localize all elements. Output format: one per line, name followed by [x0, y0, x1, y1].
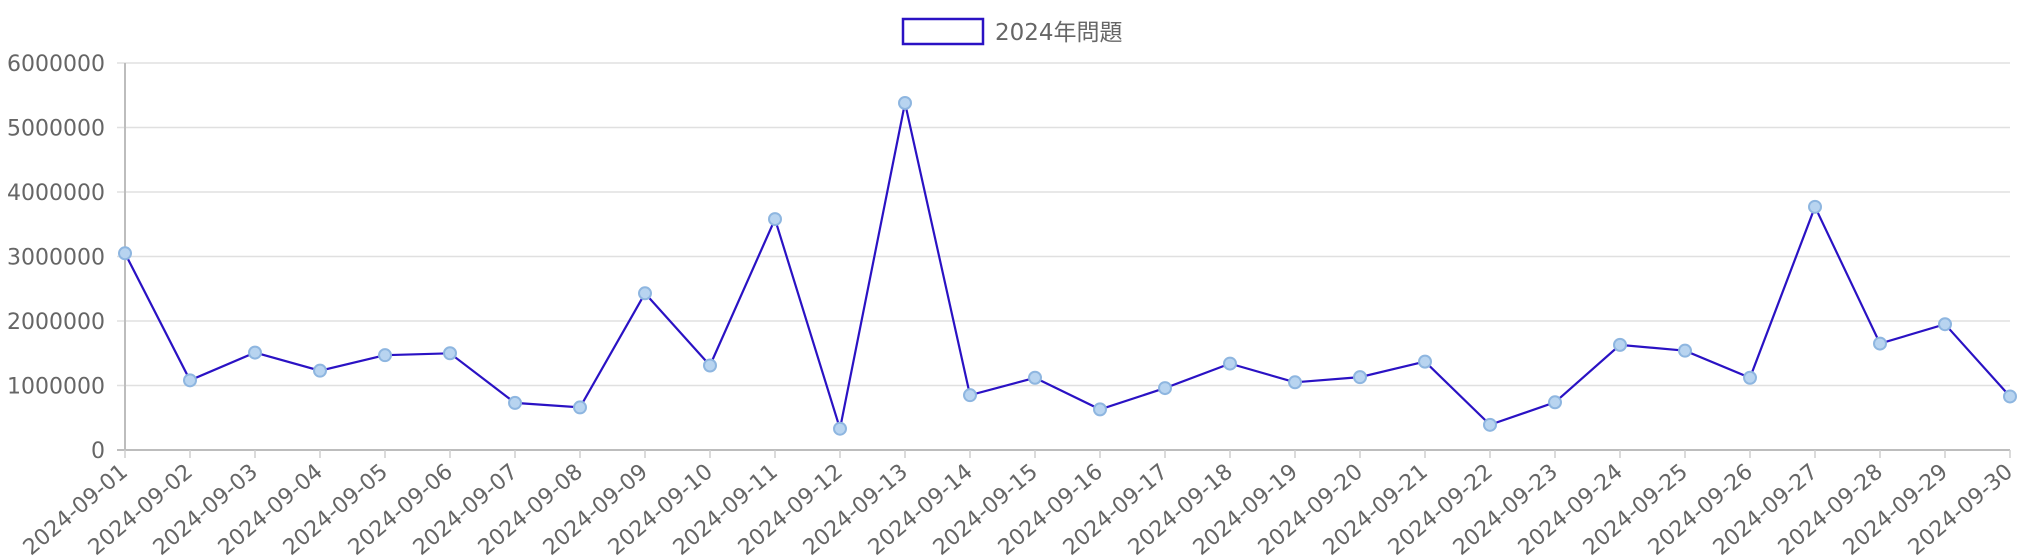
data-point[interactable]: [1223, 356, 1237, 371]
data-point[interactable]: [1678, 343, 1692, 358]
data-point[interactable]: [1808, 199, 1822, 214]
y-axis: 0 1000000 2000000 3000000 4000000 5000000 6000…: [7, 52, 105, 464]
y-tick-label: 4000000: [7, 181, 105, 206]
data-point[interactable]: [508, 395, 522, 410]
data-point[interactable]: [1158, 381, 1172, 396]
data-point[interactable]: [1418, 354, 1432, 369]
data-point[interactable]: [248, 345, 262, 360]
y-tick-label: 0: [91, 439, 105, 464]
x-axis: 2024-09-012024-09-022024-09-032024-09-04…: [19, 450, 2018, 560]
data-point[interactable]: [768, 212, 782, 227]
data-point[interactable]: [1873, 336, 1887, 351]
y-tick-label: 2000000: [7, 310, 105, 335]
data-point[interactable]: [1548, 395, 1562, 410]
data-point[interactable]: [703, 358, 717, 373]
grid: [117, 62, 2010, 451]
data-point[interactable]: [2003, 389, 2017, 404]
data-point[interactable]: [1288, 375, 1302, 390]
data-point[interactable]: [183, 373, 197, 388]
data-point[interactable]: [1093, 402, 1107, 417]
y-tick-label: 3000000: [7, 246, 105, 271]
legend-swatch: [901, 17, 985, 46]
data-point[interactable]: [378, 348, 392, 363]
data-point[interactable]: [118, 246, 132, 261]
y-tick-label: 1000000: [7, 375, 105, 400]
y-tick-label: 5000000: [7, 117, 105, 142]
data-point[interactable]: [443, 346, 457, 361]
data-point[interactable]: [1483, 417, 1497, 432]
data-point[interactable]: [573, 400, 587, 415]
data-point[interactable]: [898, 95, 912, 110]
series-line: [124, 102, 2011, 430]
legend-label: 2024年問題: [995, 20, 1123, 46]
data-point[interactable]: [1743, 370, 1757, 385]
y-tick-label: 6000000: [7, 52, 105, 77]
series-layer: [118, 95, 2017, 436]
data-point[interactable]: [1938, 317, 1952, 332]
data-point[interactable]: [313, 363, 327, 378]
data-point[interactable]: [1353, 370, 1367, 385]
data-point[interactable]: [1028, 370, 1042, 385]
data-point[interactable]: [833, 421, 847, 436]
data-point[interactable]: [963, 388, 977, 403]
legend[interactable]: 2024年問題: [901, 17, 1123, 46]
data-point[interactable]: [638, 286, 652, 301]
data-point[interactable]: [1613, 337, 1627, 352]
